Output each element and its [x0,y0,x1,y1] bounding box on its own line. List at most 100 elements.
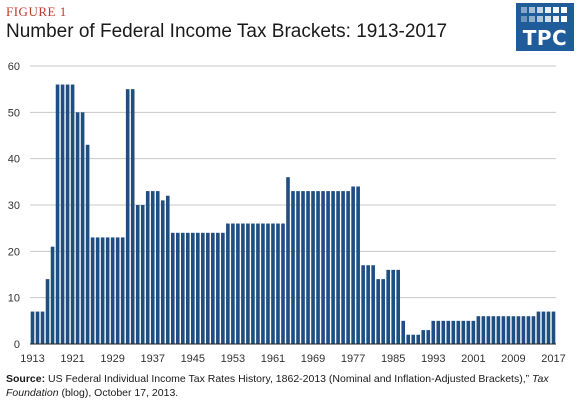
bar [266,223,270,344]
bar [406,334,411,344]
bar [55,84,60,344]
bar [376,279,380,344]
bar [180,232,185,344]
bar [60,84,65,344]
y-tick-label: 0 [14,339,20,351]
tpc-logo: TPC [516,3,574,51]
bar [236,223,240,344]
bar [271,223,275,344]
bar [135,205,140,344]
bar [70,84,75,344]
bar [491,316,496,344]
bar [226,223,230,344]
bar [551,311,556,344]
bar [396,269,401,344]
bar [95,237,100,344]
bar [531,316,536,344]
logo-text: TPC [522,26,568,50]
bar [50,246,55,344]
bar [526,316,531,344]
x-tick-label: 1993 [421,353,445,365]
y-tick-label: 60 [8,61,20,73]
bar [501,316,506,344]
y-tick-label: 40 [8,154,20,166]
source-text: US Federal Individual Income Tax Rates H… [48,373,530,385]
bar [90,237,95,344]
bar [35,311,40,344]
y-tick-label: 30 [8,200,20,212]
bar [105,237,110,344]
bar [145,191,150,344]
x-tick-label: 1937 [140,353,164,365]
bar [186,232,190,344]
bar [361,265,365,344]
bar [125,89,130,344]
bar [276,223,280,344]
bar [446,320,451,344]
bar [286,177,290,344]
bar [511,316,516,344]
bar [110,237,115,344]
x-tick-label: 1977 [341,353,365,365]
x-tick-label: 1961 [261,353,285,365]
y-tick-label: 20 [8,246,20,258]
bar [401,320,406,344]
bar [150,191,155,344]
bar [381,279,385,344]
x-tick-label: 2009 [501,353,525,365]
bar [431,320,436,344]
bar [296,191,300,344]
bar [165,195,170,344]
bar [476,316,481,344]
bar [471,320,476,344]
bar [160,200,165,344]
bar [341,191,345,344]
bar [85,144,90,344]
bar [441,320,446,344]
bar [40,311,45,344]
bar [216,232,220,344]
x-tick-label: 1945 [181,353,205,365]
y-tick-label: 10 [8,293,20,305]
bar [456,320,461,344]
bar [426,330,431,344]
bar [411,334,416,344]
bar [256,223,260,344]
bar [326,191,330,344]
bar [486,316,491,344]
bar [451,320,456,344]
x-tick-label: 1913 [20,353,44,365]
bar [371,265,375,344]
bar [336,191,340,344]
bar [346,191,350,344]
bar [175,232,180,344]
bar [170,232,175,344]
bar [45,279,50,344]
bar [546,311,551,344]
x-tick-label: 2001 [461,353,485,365]
bar [140,205,145,344]
bar [351,186,355,344]
bar [196,232,200,344]
bar [391,269,395,344]
bar [291,191,295,344]
x-tick-label: 1985 [381,353,405,365]
bar [115,237,120,344]
bar [436,320,441,344]
bar [80,112,85,344]
source-suffix: (blog), October 17, 2013. [61,387,179,399]
bar [356,186,360,344]
source-note: Source: US Federal Individual Income Tax… [6,372,566,400]
bar [306,191,310,344]
bar [536,311,541,344]
bar [246,223,250,344]
bar [251,223,255,344]
bar [466,320,471,344]
x-tick-label: 1969 [301,353,325,365]
x-tick-label: 1921 [60,353,84,365]
bar [506,316,511,344]
bar [496,316,501,344]
bar [461,320,466,344]
x-tick-label: 2017 [541,353,565,365]
bar [100,237,105,344]
